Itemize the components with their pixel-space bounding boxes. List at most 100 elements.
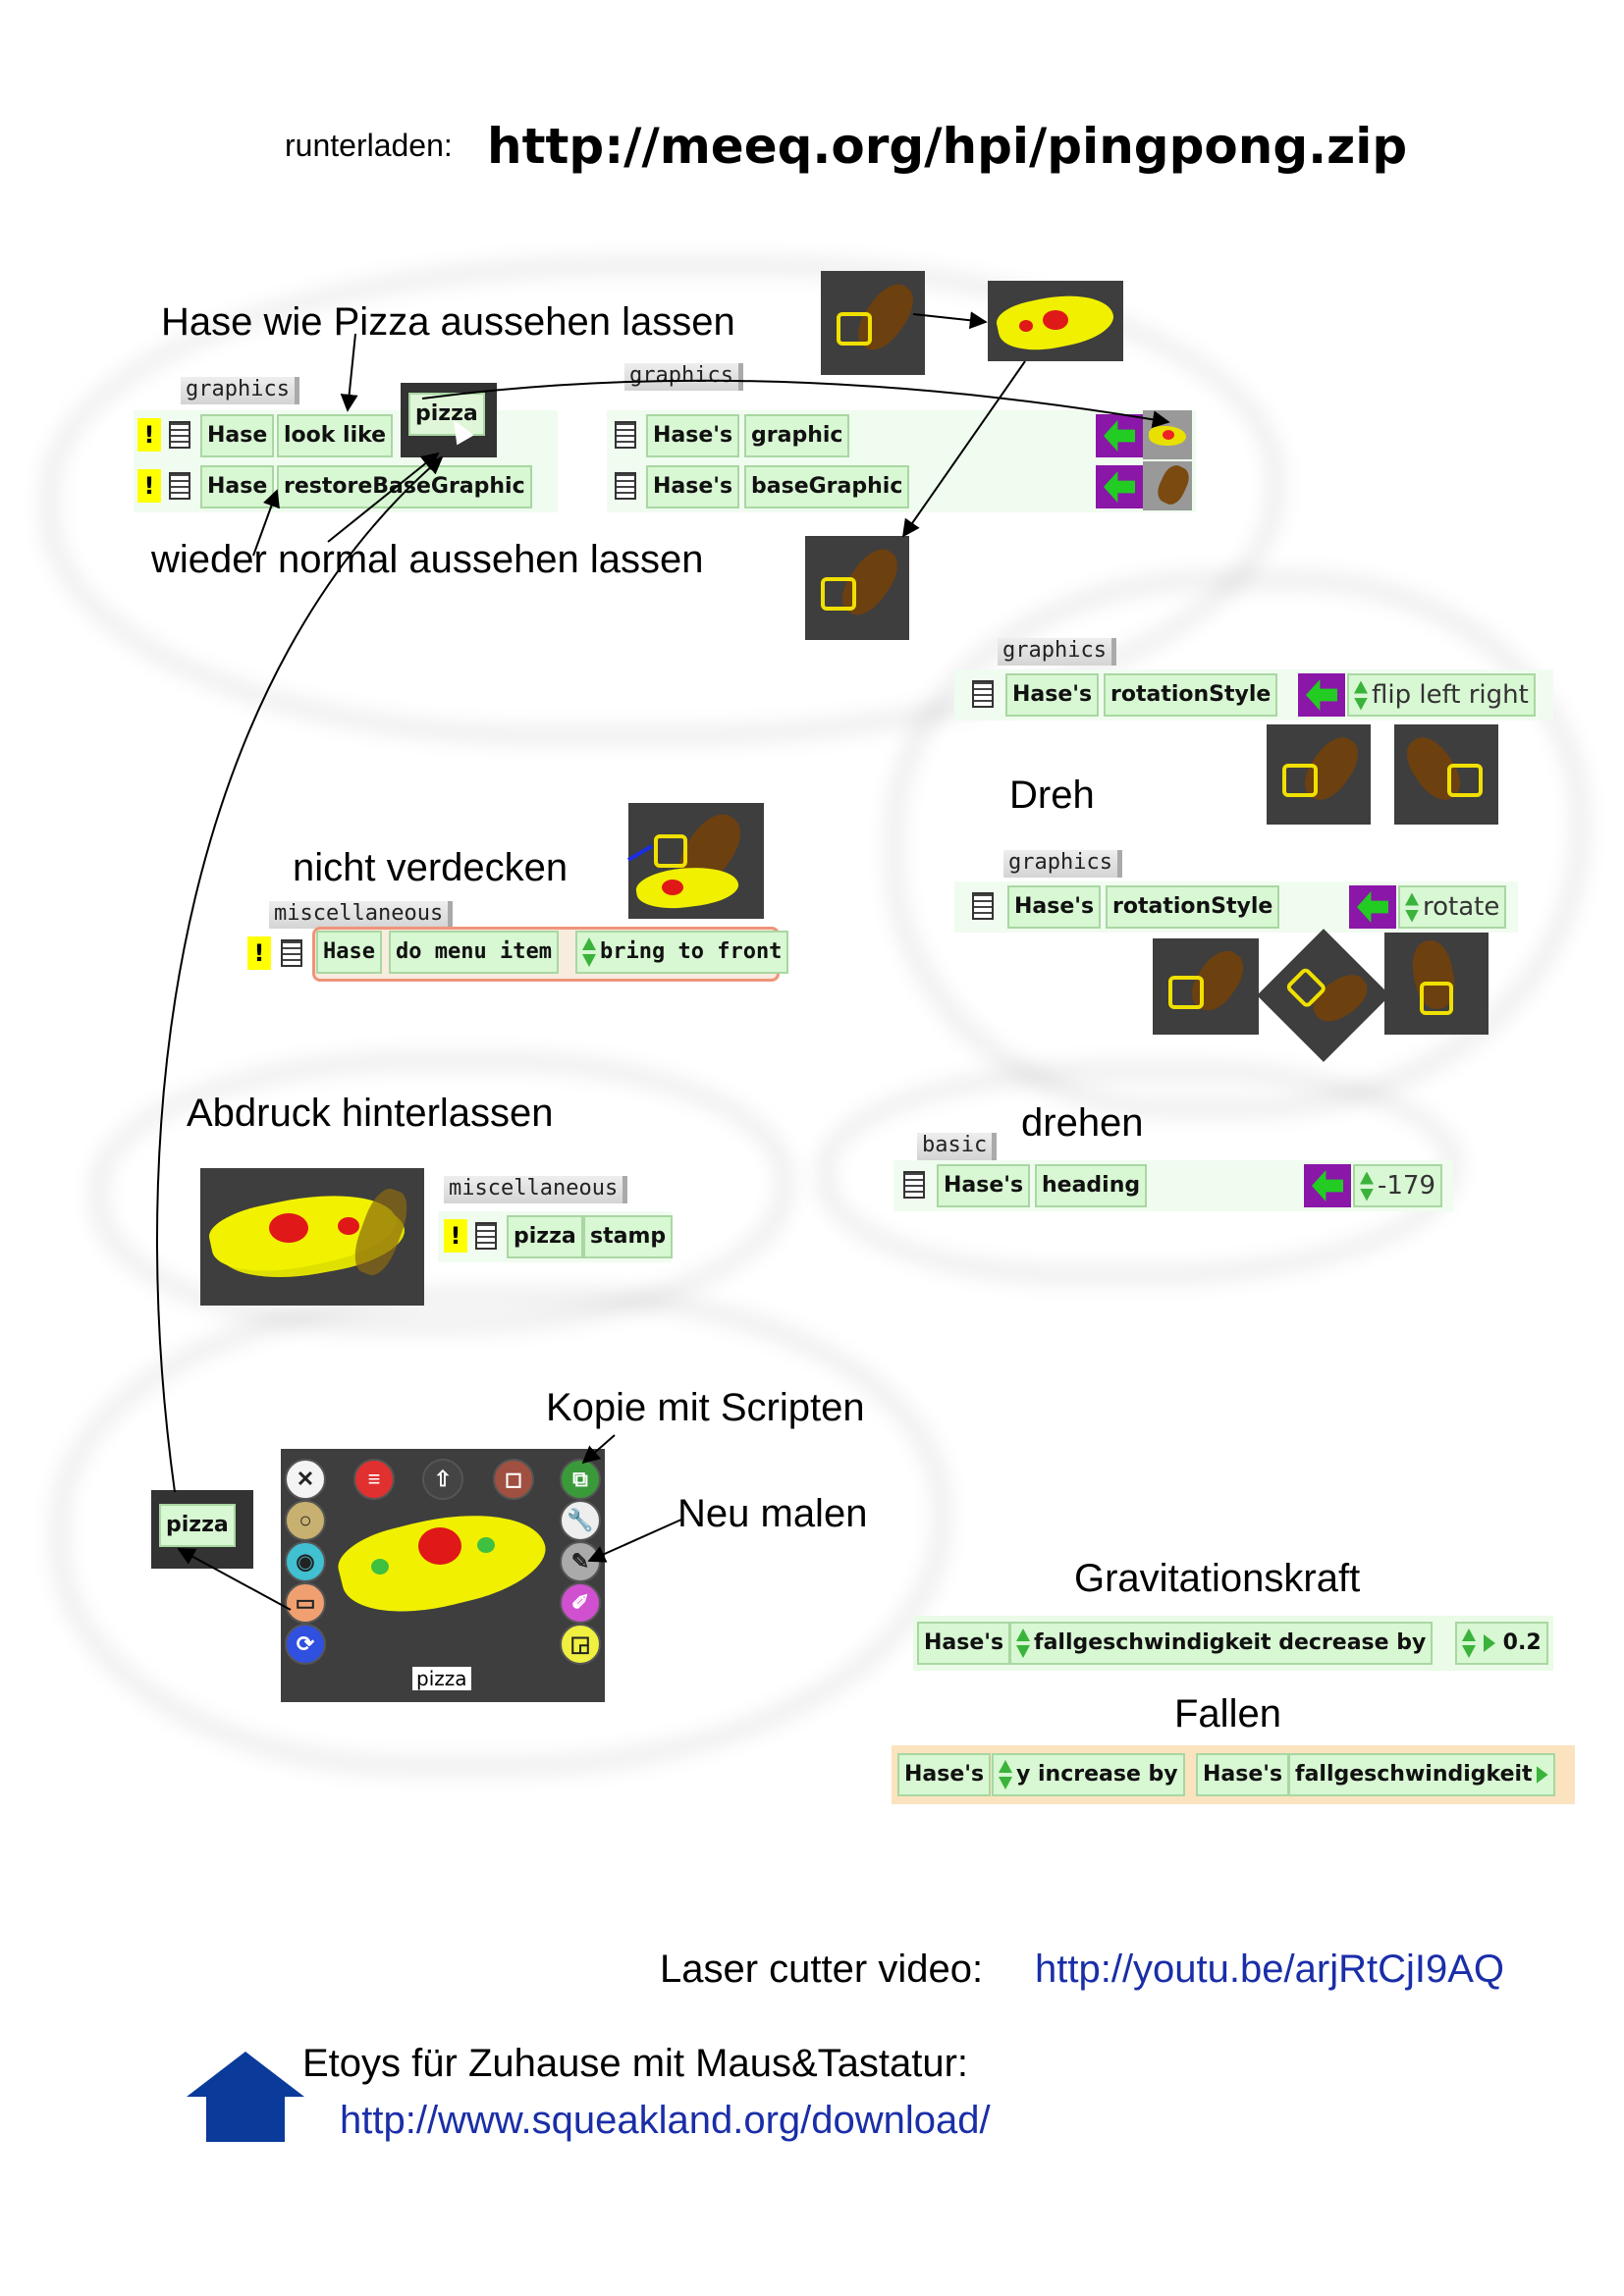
play-triangle-icon[interactable]	[1484, 1634, 1495, 1652]
up-down-arrows-icon[interactable]	[1405, 892, 1419, 924]
halo-panel: ✕ ≡ ⇧ ◻ ⧉ ○ 🔧 ◉ ✎ ▭ ✐ ⟳ ◲ pizza	[281, 1449, 605, 1702]
bunny-image	[1153, 938, 1259, 1035]
assign-arrow-icon[interactable]	[1349, 885, 1396, 929]
tools-halo-icon[interactable]: 🔧	[560, 1500, 601, 1541]
bunny-pizza-image	[628, 803, 764, 919]
etoys-label: Etoys für Zuhause mit Maus&Tastatur:	[302, 2042, 969, 2085]
tile-y-increase[interactable]: y increase by	[992, 1753, 1185, 1796]
up-down-arrows-icon[interactable]	[1354, 680, 1368, 712]
tile-property-graphic[interactable]: graphic	[744, 414, 850, 457]
gravity-title: Gravitationskraft	[1074, 1557, 1361, 1600]
property-menu-icon[interactable]	[615, 472, 636, 500]
tile-object-hases[interactable]: Hase's	[897, 1753, 992, 1796]
halo-object-name[interactable]: pizza	[412, 1667, 471, 1690]
tile-command-look-like[interactable]: look like	[277, 414, 394, 457]
color-picker-halo-icon[interactable]: ✐	[560, 1582, 601, 1624]
tile-value-flip[interactable]: flip left right	[1347, 673, 1536, 717]
tile-object-hases[interactable]: Hase's	[646, 465, 740, 508]
pizza-image	[988, 281, 1123, 361]
tile-property-fallgeschwindigkeit[interactable]: fallgeschwindigkeit	[1288, 1753, 1555, 1796]
tile-object-pizza[interactable]: pizza	[507, 1215, 583, 1258]
exclaim-icon[interactable]: !	[444, 1219, 467, 1253]
tile-object-hases[interactable]: Hase's	[646, 414, 740, 457]
exclaim-icon[interactable]: !	[137, 418, 161, 452]
tile-property-heading[interactable]: heading	[1035, 1164, 1148, 1207]
duplicate-halo-icon[interactable]: ⧉	[560, 1459, 601, 1500]
tile-value-heading[interactable]: -179	[1353, 1164, 1443, 1207]
assign-arrow-icon[interactable]	[1096, 414, 1143, 457]
menu-halo-icon[interactable]: ≡	[353, 1459, 395, 1500]
assign-arrow-icon[interactable]	[1096, 465, 1143, 508]
category-miscellaneous: miscellaneous	[444, 1176, 628, 1203]
script-menu-icon[interactable]	[169, 472, 190, 500]
rotate-halo-icon[interactable]: ⟳	[285, 1624, 326, 1665]
tile-object-hase[interactable]: Hase	[200, 414, 275, 457]
play-triangle-icon[interactable]	[1536, 1766, 1548, 1784]
resize-halo-icon[interactable]: ◲	[560, 1624, 601, 1665]
tile-command-do-menu-item[interactable]: do menu item	[389, 931, 559, 974]
video-link[interactable]: http://youtu.be/arjRtCjI9AQ	[1035, 1948, 1505, 1991]
tile-object-hases[interactable]: Hase's	[1007, 885, 1102, 929]
video-label: Laser cutter video:	[660, 1948, 984, 1991]
delete-halo-icon[interactable]: ✕	[285, 1459, 326, 1500]
home-icon[interactable]	[187, 2052, 304, 2142]
download-url[interactable]: http://meeq.org/hpi/pingpong.zip	[487, 118, 1408, 175]
tile-object-hases[interactable]: Hase's	[937, 1164, 1031, 1207]
tile-command-stamp[interactable]: stamp	[583, 1215, 674, 1258]
category-graphics: graphics	[1003, 850, 1122, 878]
stamp-title: Abdruck hinterlassen	[187, 1092, 554, 1135]
tile-gravity-decrease[interactable]: fallgeschwindigkeit decrease by	[1009, 1622, 1434, 1665]
tile-object-hase[interactable]: Hase	[200, 465, 275, 508]
bunny-image-rotated	[1384, 933, 1489, 1035]
tile-arg-pizza[interactable]: pizza	[408, 393, 485, 436]
up-down-arrows-icon[interactable]	[1462, 1628, 1476, 1659]
property-menu-icon[interactable]	[972, 680, 994, 708]
thumbnail-bunny	[1143, 461, 1192, 510]
bunny-image	[821, 271, 925, 375]
paint-halo-icon[interactable]: ✎	[560, 1541, 601, 1582]
eye-halo-icon[interactable]: ◉	[285, 1541, 326, 1582]
property-menu-icon[interactable]	[972, 892, 994, 920]
scale-halo-icon[interactable]: ○	[285, 1500, 326, 1541]
up-down-arrows-icon[interactable]	[1016, 1628, 1030, 1659]
tile-property-rotationstyle[interactable]: rotationStyle	[1104, 673, 1278, 717]
tile-object-hase[interactable]: Hase	[316, 931, 382, 974]
assign-arrow-icon[interactable]	[1298, 673, 1345, 717]
pizza-drop-target[interactable]: pizza	[401, 383, 497, 457]
exclaim-icon[interactable]: !	[247, 936, 271, 970]
tile-value-bring-front[interactable]: bring to front	[575, 931, 789, 974]
bunny-image-flipped	[1394, 724, 1498, 825]
property-menu-icon[interactable]	[903, 1171, 925, 1199]
collapse-halo-icon[interactable]: ◻	[493, 1459, 534, 1500]
tile-pizza-reference[interactable]: pizza	[159, 1504, 236, 1547]
script-menu-icon[interactable]	[281, 939, 302, 967]
tile-value-rotate[interactable]: rotate	[1398, 885, 1507, 929]
thumbnail-pizza	[1143, 410, 1192, 459]
cloud-bg	[884, 569, 1591, 1119]
script-menu-icon[interactable]	[475, 1222, 497, 1250]
assign-arrow-icon[interactable]	[1304, 1164, 1351, 1207]
fall-title: Fallen	[1174, 1692, 1281, 1735]
exclaim-icon[interactable]: !	[137, 469, 161, 503]
tile-property-rotationstyle[interactable]: rotationStyle	[1106, 885, 1280, 929]
tile-property-basegraphic[interactable]: baseGraphic	[744, 465, 910, 508]
tile-value-gravity[interactable]: 0.2	[1455, 1622, 1548, 1665]
up-down-arrows-icon[interactable]	[999, 1759, 1012, 1790]
up-down-arrows-icon[interactable]	[582, 936, 596, 968]
property-menu-icon[interactable]	[615, 421, 636, 449]
bunny-image	[1267, 724, 1371, 825]
etoys-link[interactable]: http://www.squeakland.org/download/	[340, 2099, 991, 2142]
tile-command-restore[interactable]: restoreBaseGraphic	[277, 465, 532, 508]
bunny-image	[805, 536, 909, 640]
tile-object-hases-2[interactable]: Hase's	[1196, 1753, 1290, 1796]
tile-object-hases[interactable]: Hase's	[917, 1622, 1011, 1665]
copy-with-scripts-label: Kopie mit Scripten	[546, 1386, 865, 1429]
script-menu-icon[interactable]	[169, 421, 190, 449]
heading-title: drehen	[1021, 1101, 1144, 1145]
pickup-halo-icon[interactable]: ⇧	[422, 1459, 463, 1500]
tile-halo-icon[interactable]: ▭	[285, 1582, 326, 1624]
pizza-tile-holder: pizza	[151, 1490, 253, 1569]
up-down-arrows-icon[interactable]	[1360, 1171, 1374, 1202]
tile-object-hases[interactable]: Hase's	[1005, 673, 1100, 717]
category-basic: basic	[917, 1133, 998, 1160]
